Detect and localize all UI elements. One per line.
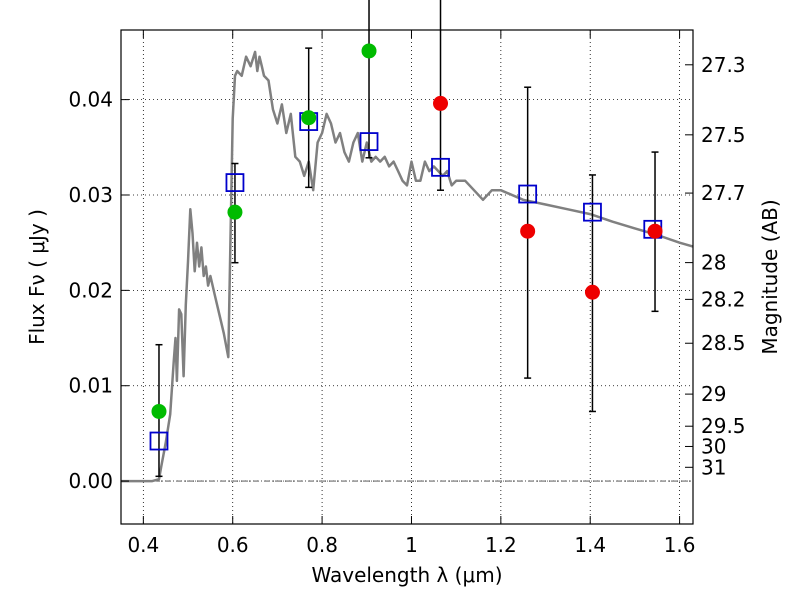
x-tick-label: 1.2 (485, 533, 517, 557)
right-axis-tick-label: 27.7 (701, 181, 746, 205)
model-flux-square (583, 202, 602, 222)
series-layer (121, 50, 693, 483)
observed-flux-point (520, 223, 536, 239)
x-tick-label: 1.4 (574, 533, 606, 557)
axes-layer: 0.4 0.6 0.8 1 1.2 1.4 1.6 0.00 0.01 0.02 0.03 0.04 2… (68, 30, 746, 557)
model-flux-square (359, 132, 379, 151)
y-tick-label: 0.02 (68, 278, 113, 302)
right-axis-tick-label: 28.5 (701, 331, 746, 355)
observed-flux-point (433, 95, 449, 111)
y-tick-label: 0.00 (68, 469, 113, 493)
y-tick-label: 0.04 (68, 88, 113, 112)
sed-model-line (121, 50, 693, 483)
y-axis-label: Flux Fν ( μJy ) (25, 209, 49, 345)
observed-flux-point (151, 403, 167, 419)
x-tick-label: 0.8 (306, 533, 338, 557)
right-axis-tick-label: 27.3 (701, 53, 746, 77)
observed-flux-point (584, 284, 600, 300)
marker-layer (149, 0, 663, 478)
x-tick-label: 0.4 (127, 533, 159, 557)
right-axis-tick-label: 30 (701, 434, 726, 458)
right-axis-tick-label: 28 (701, 251, 726, 275)
plot-frame (120, 29, 694, 525)
y-tick-label: 0.01 (68, 374, 113, 398)
right-axis-tick-label: 31 (701, 455, 726, 479)
right-axis-tick-label: 28.2 (701, 287, 746, 311)
observed-flux-point (227, 204, 243, 220)
y-tick-label: 0.03 (68, 183, 113, 207)
right-axis-label: Magnitude (AB) (758, 199, 782, 354)
observed-flux-point (361, 43, 377, 59)
right-axis-tick-label: 29 (701, 382, 726, 406)
x-tick-label: 1 (405, 533, 418, 557)
x-tick-label: 0.6 (217, 533, 249, 557)
observed-flux-point (301, 110, 317, 126)
model-flux-square (518, 184, 538, 204)
right-axis-tick-label: 29.5 (701, 414, 746, 438)
model-flux-square (149, 431, 169, 451)
x-tick-label: 1.6 (664, 533, 696, 557)
x-axis-label: Wavelength λ (μm) (311, 563, 502, 587)
right-axis-tick-label: 27.5 (701, 123, 746, 147)
model-flux-square (225, 173, 245, 192)
model-flux-square (431, 157, 450, 177)
observed-flux-point (647, 223, 663, 239)
